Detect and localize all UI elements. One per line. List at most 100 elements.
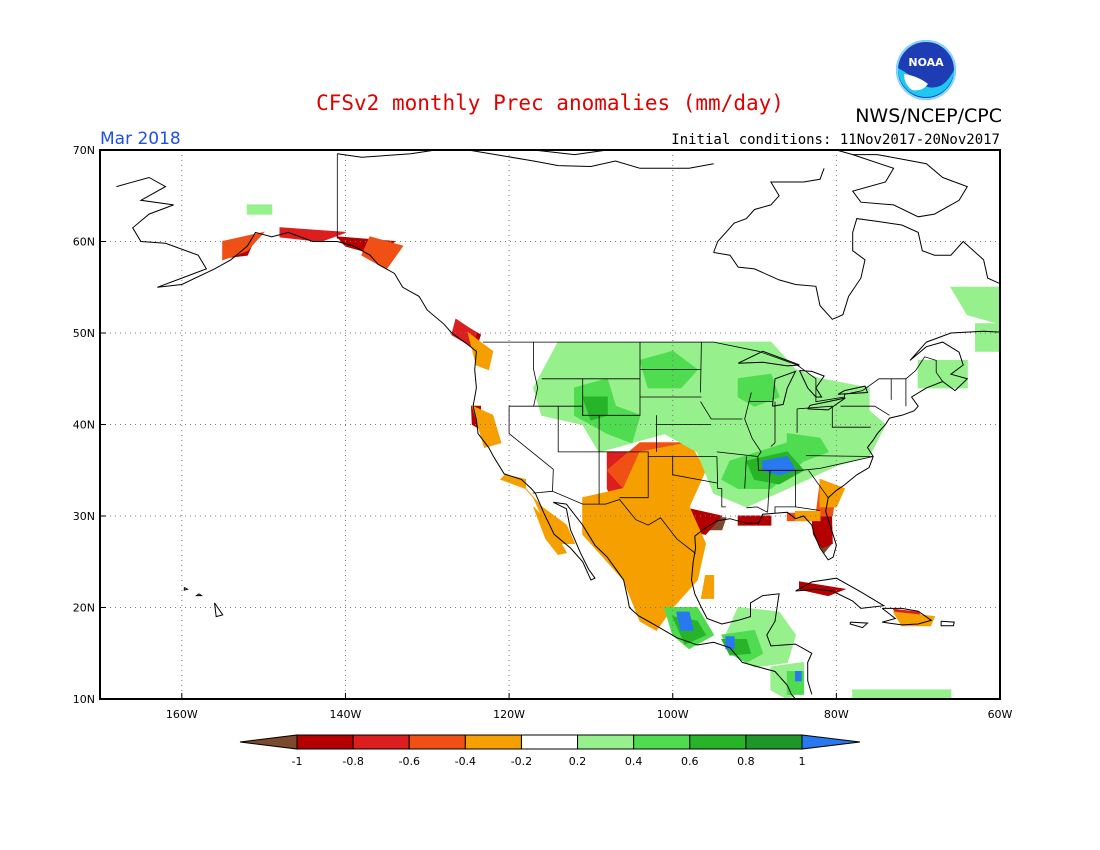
noaa-logo-text: NOAA bbox=[908, 56, 944, 69]
lat-tick-label: 50N bbox=[73, 327, 95, 340]
lake-outline bbox=[837, 385, 869, 395]
month-label: Mar 2018 bbox=[100, 129, 181, 149]
lake-outline bbox=[807, 397, 846, 411]
anomaly-green-2 bbox=[786, 433, 829, 462]
political-border bbox=[770, 401, 776, 447]
anomaly-blue-3 bbox=[795, 671, 802, 682]
colorbar-label: 1 bbox=[799, 755, 806, 768]
political-border bbox=[795, 506, 821, 511]
colorbar-swatch bbox=[689, 734, 747, 750]
coastline-segment bbox=[194, 593, 204, 597]
coastline-segment bbox=[183, 586, 189, 591]
lat-tick-label: 20N bbox=[73, 602, 95, 615]
colorbar-swatch bbox=[296, 734, 354, 750]
coastline-segment bbox=[337, 150, 714, 169]
lake-outline bbox=[799, 370, 825, 398]
political-border bbox=[744, 456, 747, 489]
initial-conditions-label: Initial conditions: 11Nov2017-20Nov2017 bbox=[671, 132, 1000, 148]
colorbar-swatch bbox=[520, 734, 579, 750]
colorbar-label: 0.4 bbox=[625, 755, 643, 768]
anomaly-light-green-7 bbox=[852, 689, 952, 699]
anomaly-orange-4 bbox=[471, 405, 502, 449]
coastline-segment bbox=[713, 218, 1000, 332]
coastline-segment bbox=[940, 620, 955, 627]
coastline-segment bbox=[1006, 335, 1056, 363]
political-border bbox=[744, 392, 762, 457]
political-border bbox=[808, 470, 829, 498]
lat-tick-label: 40N bbox=[73, 419, 95, 432]
colorbar-swatch bbox=[408, 734, 466, 750]
anomaly-light-green-3 bbox=[975, 323, 1000, 352]
coastline-segment bbox=[116, 176, 796, 699]
lon-tick-label: 60W bbox=[988, 708, 1013, 721]
figure-title: CFSv2 monthly Prec anomalies (mm/day) bbox=[316, 91, 784, 115]
colorbar-swatch bbox=[745, 734, 803, 750]
coastline-segment bbox=[713, 168, 825, 253]
colorbar-swatch bbox=[633, 734, 691, 750]
anomaly-light-green-4 bbox=[917, 359, 968, 389]
anomaly-dark-red-7 bbox=[799, 581, 847, 597]
political-border bbox=[840, 405, 890, 416]
colorbar-legend: -1 -0.8 -0.6 -0.4 -0.2 0.2 0.4 0.6 0.8 1 bbox=[239, 734, 861, 768]
political-border bbox=[700, 401, 743, 420]
lat-tick-label: 10N bbox=[73, 693, 95, 706]
anomaly-blue-2 bbox=[725, 636, 735, 650]
colorbar-label: -0.2 bbox=[511, 755, 532, 768]
anomaly-orange-9 bbox=[700, 575, 715, 599]
agency-label: NWS/NCEP/CPC bbox=[855, 105, 1002, 127]
anomaly-orange-red-0 bbox=[222, 231, 266, 261]
political-border bbox=[532, 490, 696, 554]
coastline-segment bbox=[849, 621, 869, 629]
colorbar-swatch bbox=[464, 734, 522, 750]
political-border bbox=[746, 506, 768, 513]
anomaly-light-green-1 bbox=[246, 204, 273, 215]
colorbar-label: 0.2 bbox=[569, 755, 587, 768]
political-border bbox=[557, 406, 600, 505]
colorbar-label: 0.8 bbox=[737, 755, 755, 768]
map-panel: 160W 140W 120W 100W 80W 60W 10N 20N 30N 40N 50N 60N… bbox=[73, 144, 1056, 721]
coastline-segment bbox=[690, 330, 1000, 695]
political-border bbox=[482, 341, 944, 403]
colorbar-label: -0.8 bbox=[342, 755, 363, 768]
political-border bbox=[509, 342, 641, 416]
political-border bbox=[700, 342, 702, 393]
anomaly-orange-2 bbox=[533, 506, 568, 555]
political-border bbox=[716, 456, 726, 508]
coastline-segment bbox=[881, 607, 933, 626]
political-border bbox=[508, 406, 554, 492]
lat-tick-label: 60N bbox=[73, 236, 95, 249]
anomaly-orange-3 bbox=[467, 331, 494, 371]
political-border bbox=[716, 451, 874, 471]
lake-outline bbox=[737, 350, 800, 367]
political-border bbox=[774, 470, 796, 514]
colorbar-label: -1 bbox=[292, 755, 303, 768]
colorbar-swatch bbox=[577, 734, 635, 750]
colorbar-label: -0.6 bbox=[398, 755, 419, 768]
noaa-logo: NOAA bbox=[896, 40, 956, 100]
coastline-segment bbox=[533, 150, 608, 156]
coastline-segment bbox=[214, 602, 224, 618]
lon-tick-label: 160W bbox=[166, 708, 198, 721]
colorbar-label: 0.6 bbox=[681, 755, 699, 768]
anomaly-blue-1 bbox=[676, 611, 694, 631]
colorbar-arrow-high bbox=[801, 734, 861, 750]
political-border bbox=[533, 342, 539, 407]
colorbar-arrow-low bbox=[239, 734, 298, 750]
lon-tick-label: 120W bbox=[493, 708, 525, 721]
political-border bbox=[648, 456, 718, 484]
political-border bbox=[797, 405, 833, 410]
colorbar-swatch bbox=[352, 734, 410, 750]
political-border bbox=[831, 406, 871, 428]
lon-tick-label: 140W bbox=[330, 708, 362, 721]
lon-tick-label: 80W bbox=[824, 708, 849, 721]
political-border bbox=[598, 415, 649, 499]
axis-labels: 160W 140W 120W 100W 80W 60W 10N 20N 30N 40N 50N 60N… bbox=[73, 144, 1013, 721]
coastline-segment bbox=[795, 577, 886, 609]
anomaly-light-green-2 bbox=[950, 286, 1000, 325]
political-border bbox=[806, 455, 874, 457]
anomaly-orange-8 bbox=[795, 510, 821, 522]
lon-tick-label: 100W bbox=[657, 708, 689, 721]
colorbar-label: -0.4 bbox=[455, 755, 476, 768]
